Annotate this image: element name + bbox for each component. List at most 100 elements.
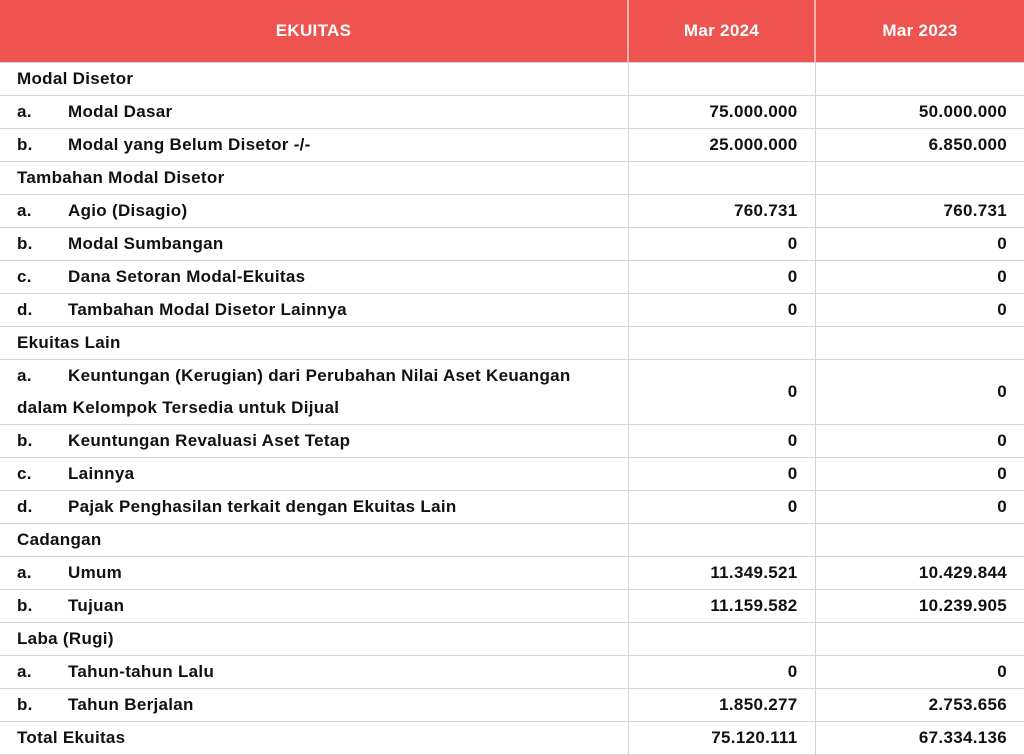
value-cell: 11.159.582 <box>627 589 816 623</box>
row-label: Keuntungan (Kerugian) dari Perubahan Nil… <box>17 366 571 417</box>
value-cell <box>627 62 816 96</box>
value: 0 <box>787 300 798 319</box>
value-cell: 0 <box>627 260 816 294</box>
value: 75.120.111 <box>711 728 798 747</box>
item-row: c. Dana Setoran Modal-Ekuitas 0 0 <box>0 260 1024 294</box>
value: 0 <box>997 300 1007 319</box>
value: 0 <box>997 382 1007 401</box>
item-row: b. Tujuan 11.159.582 10.239.905 <box>0 589 1024 623</box>
value-cell: 0 <box>814 457 1024 491</box>
value-cell: 0 <box>814 227 1024 261</box>
row-label: Cadangan <box>17 530 102 549</box>
item-marker: b. <box>17 695 33 714</box>
label-cell: d. Tambahan Modal Disetor Lainnya <box>0 293 629 327</box>
row-label: Modal Disetor <box>17 69 134 88</box>
section-row: Modal Disetor <box>0 62 1024 96</box>
value-cell <box>627 161 816 195</box>
item-marker: a. <box>17 201 32 220</box>
header-cell: Mar 2024 <box>628 0 816 63</box>
item-row: b. Keuntungan Revaluasi Aset Tetap 0 0 <box>0 424 1024 458</box>
value-cell: 0 <box>627 293 816 327</box>
value-cell <box>814 326 1024 360</box>
value: 760.731 <box>943 201 1007 220</box>
section-row: Ekuitas Lain <box>0 326 1024 360</box>
label-cell: b. Keuntungan Revaluasi Aset Tetap <box>0 424 629 458</box>
value-cell: 0 <box>814 490 1024 524</box>
item-marker: b. <box>17 596 33 615</box>
row-label: Ekuitas Lain <box>17 333 121 352</box>
label-cell: a. Keuntungan (Kerugian) dari Perubahan N… <box>0 359 629 425</box>
item-marker: a. <box>17 102 32 121</box>
label-cell: Modal Disetor <box>0 62 629 96</box>
item-row: a. Modal Dasar 75.000.000 50.000.000 <box>0 95 1024 129</box>
label-cell: Laba (Rugi) <box>0 622 629 656</box>
value: 0 <box>787 234 798 253</box>
value-cell: 2.753.656 <box>814 688 1024 722</box>
item-marker: c. <box>17 267 32 286</box>
value-cell <box>814 523 1024 557</box>
label-cell: a. Umum <box>0 556 629 590</box>
item-row: a. Agio (Disagio) 760.731 760.731 <box>0 194 1024 228</box>
label-cell: Total Ekuitas <box>0 721 629 755</box>
value-cell: 0 <box>627 457 816 491</box>
value-cell: 0 <box>627 655 816 689</box>
label-cell: a. Agio (Disagio) <box>0 194 629 228</box>
value-cell: 0 <box>814 424 1024 458</box>
value: 0 <box>997 431 1007 450</box>
value-cell: 0 <box>814 655 1024 689</box>
item-marker: b. <box>17 431 33 450</box>
item-row: b. Tahun Berjalan 1.850.277 2.753.656 <box>0 688 1024 722</box>
table-header: EKUITAS Mar 2024 Mar 2023 <box>0 0 1024 63</box>
value: 11.159.582 <box>710 596 798 615</box>
value: 0 <box>787 382 798 401</box>
value-cell: 0 <box>627 424 816 458</box>
value-cell <box>814 161 1024 195</box>
row-label: Keuntungan Revaluasi Aset Tetap <box>68 431 351 450</box>
value-cell: 10.239.905 <box>814 589 1024 623</box>
value: 10.239.905 <box>918 596 1007 615</box>
value: 0 <box>997 267 1007 286</box>
item-marker: a. <box>17 366 32 385</box>
section-row: Total Ekuitas 75.120.111 67.334.136 <box>0 721 1024 755</box>
row-label: Tahun-tahun Lalu <box>68 662 215 681</box>
value-cell <box>627 326 816 360</box>
value-cell: 0 <box>814 293 1024 327</box>
row-label: Pajak Penghasilan terkait dengan Ekuitas… <box>68 497 457 516</box>
value-cell: 75.120.111 <box>627 721 816 755</box>
value: 1.850.277 <box>719 695 798 714</box>
row-label: Tujuan <box>68 596 125 615</box>
row-label: Total Ekuitas <box>17 728 126 747</box>
value-cell: 67.334.136 <box>814 721 1024 755</box>
value: 10.429.844 <box>918 563 1007 582</box>
label-cell: b. Tujuan <box>0 589 629 623</box>
label-cell: d. Pajak Penghasilan terkait dengan Ekuit… <box>0 490 629 524</box>
value: 0 <box>787 497 798 516</box>
label-cell: c. Lainnya <box>0 457 629 491</box>
header-row: EKUITAS Mar 2024 Mar 2023 <box>0 0 1024 63</box>
value-cell: 0 <box>814 260 1024 294</box>
value-cell: 25.000.000 <box>627 128 816 162</box>
row-label: Modal Sumbangan <box>68 234 224 253</box>
label-cell: Cadangan <box>0 523 629 557</box>
value: 0 <box>997 234 1007 253</box>
row-label: Lainnya <box>68 464 135 483</box>
value-cell: 10.429.844 <box>814 556 1024 590</box>
row-label: Tambahan Modal Disetor <box>17 168 225 187</box>
value: 0 <box>787 662 798 681</box>
section-row: Laba (Rugi) <box>0 622 1024 656</box>
value-cell <box>814 62 1024 96</box>
item-row: a. Umum 11.349.521 10.429.844 <box>0 556 1024 590</box>
value: 50.000.000 <box>918 102 1007 121</box>
label-cell: a. Modal Dasar <box>0 95 629 129</box>
label-cell: Tambahan Modal Disetor <box>0 161 629 195</box>
item-marker: a. <box>17 563 32 582</box>
item-marker: d. <box>17 497 33 516</box>
item-marker: d. <box>17 300 33 319</box>
row-label: Agio (Disagio) <box>68 201 188 220</box>
header-cell: Mar 2023 <box>815 0 1024 63</box>
value-cell: 11.349.521 <box>627 556 816 590</box>
item-row: a. Keuntungan (Kerugian) dari Perubahan N… <box>0 359 1024 425</box>
value: 2.753.656 <box>928 695 1007 714</box>
